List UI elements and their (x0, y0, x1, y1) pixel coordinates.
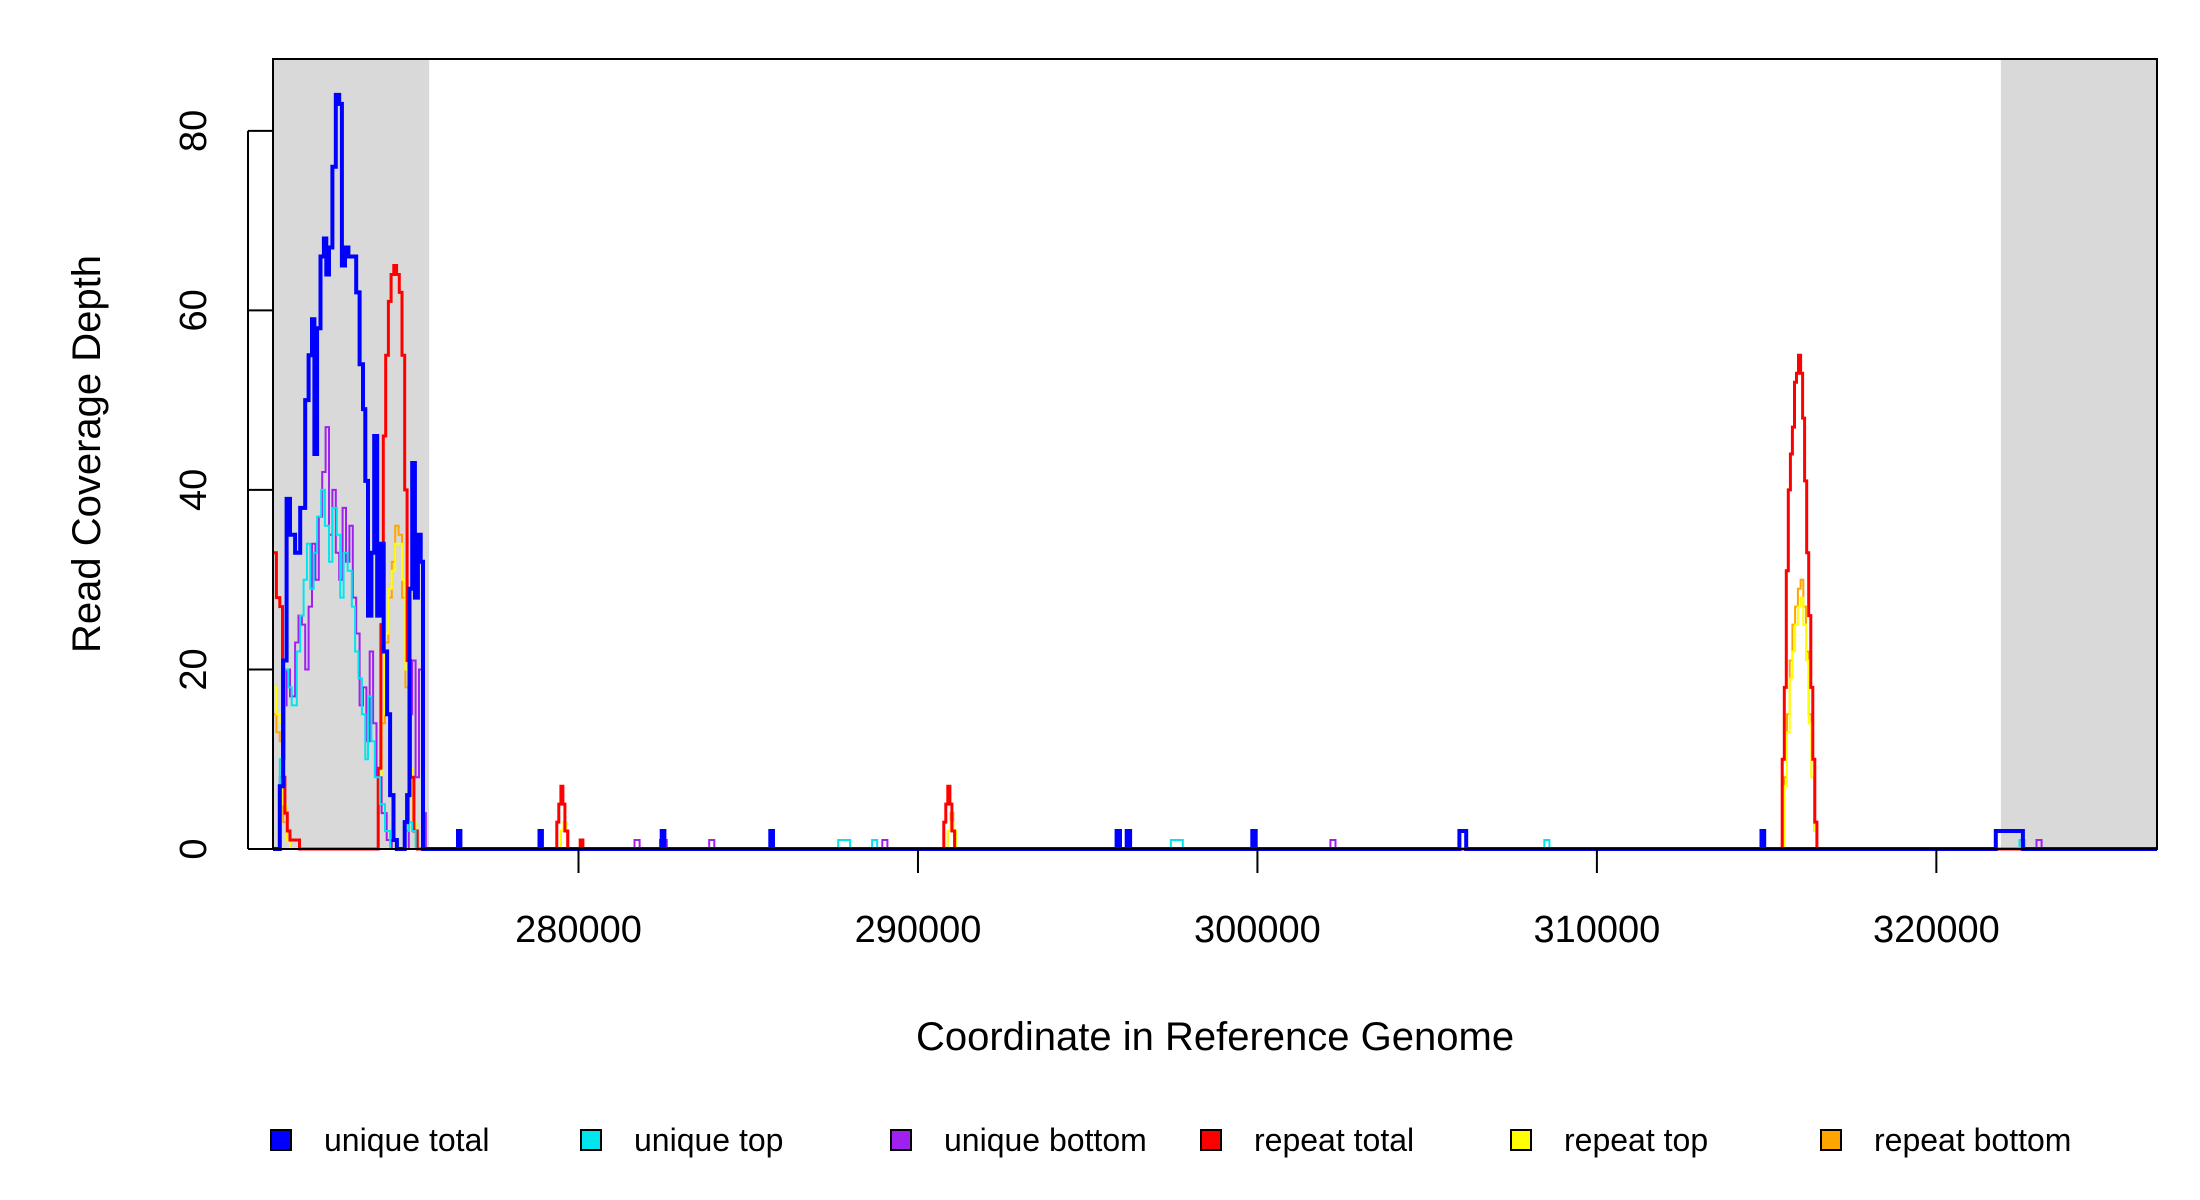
legend-item-repeat-bottom: repeat bottom (1820, 1115, 2071, 1165)
legend-swatch-repeat-total (1200, 1129, 1222, 1151)
legend-label-unique-top: unique top (634, 1121, 784, 1158)
legend-item-unique-top: unique top (580, 1115, 783, 1165)
series-line-unique-bottom (273, 426, 2157, 850)
y-tick-label-60: 60 (173, 289, 215, 331)
series-line-repeat-top (273, 542, 2157, 850)
y-axis-label: Read Coverage Depth (65, 255, 109, 653)
series-line-unique-top (273, 488, 2157, 850)
series-line-unique-total (273, 92, 2157, 851)
legend-swatch-unique-top (580, 1129, 602, 1151)
legend-swatch-repeat-bottom (1820, 1129, 1842, 1151)
y-tick-label-20: 20 (173, 648, 215, 690)
legend-swatch-repeat-top (1510, 1129, 1532, 1151)
legend-label-unique-total: unique total (324, 1121, 490, 1158)
legend-swatch-unique-bottom (890, 1129, 912, 1151)
legend-label-repeat-top: repeat top (1564, 1121, 1709, 1158)
x-axis-label: Coordinate in Reference Genome (916, 1015, 1514, 1059)
x-tick-label-320000: 320000 (1873, 909, 2000, 951)
legend-label-repeat-total: repeat total (1254, 1121, 1415, 1158)
legend-item-unique-bottom: unique bottom (890, 1115, 1147, 1165)
x-tick-label-310000: 310000 (1533, 909, 1660, 951)
shaded-region-1 (2000, 59, 2157, 849)
x-tick-label-290000: 290000 (855, 909, 982, 951)
y-tick-label-40: 40 (173, 469, 215, 511)
series-line-repeat-bottom (273, 524, 2157, 850)
legend-item-repeat-top: repeat top (1510, 1115, 1708, 1165)
legend-label-repeat-bottom: repeat bottom (1874, 1121, 2072, 1158)
x-tick-label-300000: 300000 (1194, 909, 1321, 951)
x-tick-label-280000: 280000 (515, 909, 642, 951)
legend-item-repeat-total: repeat total (1200, 1115, 1414, 1165)
legend-swatch-unique-total (270, 1129, 292, 1151)
series-line-repeat-total (273, 264, 2157, 851)
y-tick-label-0: 0 (173, 838, 215, 859)
y-tick-label-80: 80 (173, 110, 215, 152)
plot-frame (272, 58, 2158, 850)
legend-item-unique-total: unique total (270, 1115, 489, 1165)
chart-legend: unique total unique top unique bottom re… (0, 1115, 2200, 1165)
shaded-region-0 (273, 59, 430, 849)
legend-label-unique-bottom: unique bottom (944, 1121, 1147, 1158)
